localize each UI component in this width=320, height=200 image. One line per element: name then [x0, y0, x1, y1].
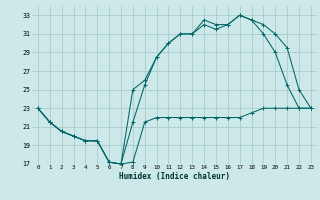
X-axis label: Humidex (Indice chaleur): Humidex (Indice chaleur)	[119, 172, 230, 181]
